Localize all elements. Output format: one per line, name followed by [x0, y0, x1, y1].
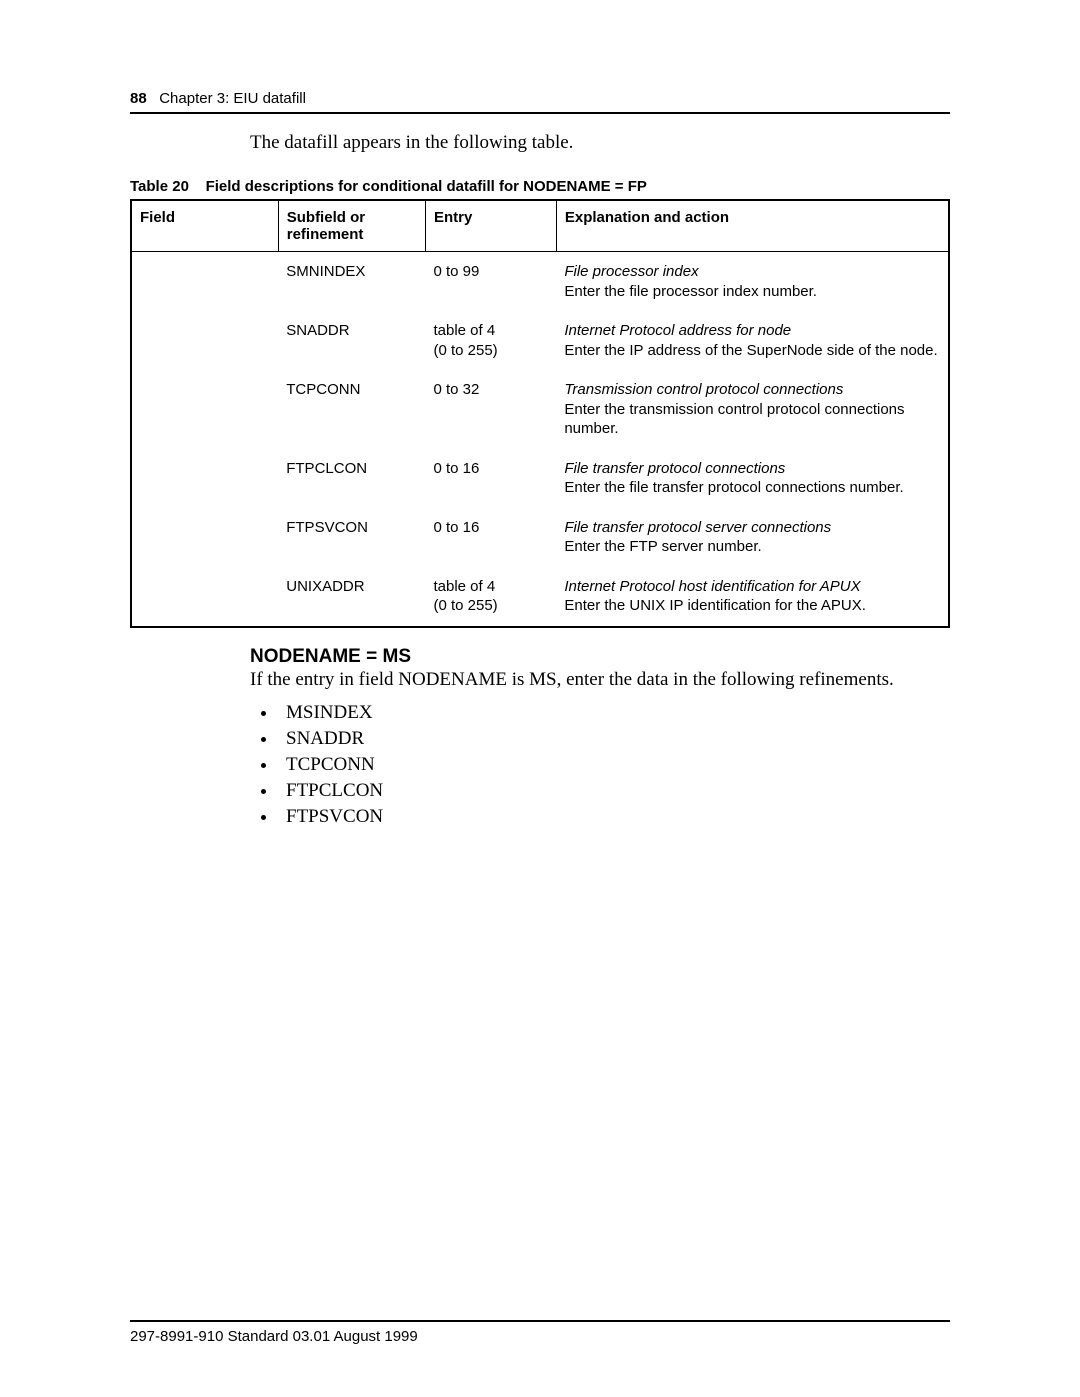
- cell-subfield: UNIXADDR: [278, 567, 425, 627]
- table-row: SNADDR table of 4(0 to 255) Internet Pro…: [131, 311, 949, 370]
- page-container: 88 Chapter 3: EIU datafill The datafill …: [0, 0, 1080, 1397]
- expl-body: Enter the file processor index number.: [564, 283, 817, 300]
- expl-title: Transmission control protocol connection…: [564, 381, 843, 398]
- cell-field: [131, 311, 278, 370]
- cell-explanation: Transmission control protocol connection…: [556, 370, 949, 449]
- cell-subfield: SNADDR: [278, 311, 425, 370]
- intro-paragraph: The datafill appears in the following ta…: [250, 132, 950, 154]
- col-header-field: Field: [131, 200, 278, 252]
- cell-subfield: FTPSVCON: [278, 508, 425, 567]
- table-row: TCPCONN 0 to 32 Transmission control pro…: [131, 370, 949, 449]
- cell-field: [131, 449, 278, 508]
- page-number: 88: [130, 90, 147, 107]
- list-item: MSINDEX: [278, 702, 950, 724]
- cell-entry: 0 to 99: [425, 252, 556, 312]
- col-header-explanation: Explanation and action: [556, 200, 949, 252]
- expl-title: File transfer protocol server connection…: [564, 519, 831, 536]
- cell-entry: table of 4(0 to 255): [425, 311, 556, 370]
- section-heading: NODENAME = MS: [250, 646, 950, 668]
- table-number: Table 20: [130, 178, 189, 195]
- cell-subfield: TCPCONN: [278, 370, 425, 449]
- list-item: FTPSVCON: [278, 806, 950, 828]
- cell-entry: table of 4(0 to 255): [425, 567, 556, 627]
- expl-title: File transfer protocol connections: [564, 460, 785, 477]
- list-item: SNADDR: [278, 728, 950, 750]
- col-header-entry: Entry: [425, 200, 556, 252]
- datafill-table: Field Subfield or refinement Entry Expla…: [130, 199, 950, 628]
- refinements-list: MSINDEX SNADDR TCPCONN FTPCLCON FTPSVCON: [250, 702, 950, 828]
- cell-field: [131, 252, 278, 312]
- expl-title: Internet Protocol host identification fo…: [564, 578, 860, 595]
- cell-explanation: File processor index Enter the file proc…: [556, 252, 949, 312]
- cell-field: [131, 508, 278, 567]
- cell-field: [131, 567, 278, 627]
- cell-explanation: File transfer protocol server connection…: [556, 508, 949, 567]
- expl-body: Enter the UNIX IP identification for the…: [564, 597, 866, 614]
- cell-explanation: Internet Protocol address for node Enter…: [556, 311, 949, 370]
- cell-field: [131, 370, 278, 449]
- page-header: 88 Chapter 3: EIU datafill: [130, 90, 950, 114]
- cell-explanation: Internet Protocol host identification fo…: [556, 567, 949, 627]
- list-item: TCPCONN: [278, 754, 950, 776]
- table-row: FTPCLCON 0 to 16 File transfer protocol …: [131, 449, 949, 508]
- section-body: If the entry in field NODENAME is MS, en…: [250, 668, 950, 693]
- table-row: FTPSVCON 0 to 16 File transfer protocol …: [131, 508, 949, 567]
- chapter-title: Chapter 3: EIU datafill: [159, 90, 306, 107]
- cell-subfield: FTPCLCON: [278, 449, 425, 508]
- table-row: UNIXADDR table of 4(0 to 255) Internet P…: [131, 567, 949, 627]
- table-header-row: Field Subfield or refinement Entry Expla…: [131, 200, 949, 252]
- expl-body: Enter the transmission control protocol …: [564, 401, 904, 438]
- expl-body: Enter the IP address of the SuperNode si…: [564, 342, 937, 359]
- cell-entry: 0 to 16: [425, 449, 556, 508]
- page-footer: 297-8991-910 Standard 03.01 August 1999: [130, 1320, 950, 1345]
- table-title: Field descriptions for conditional dataf…: [206, 178, 647, 195]
- expl-title: Internet Protocol address for node: [564, 322, 791, 339]
- cell-subfield: SMNINDEX: [278, 252, 425, 312]
- cell-explanation: File transfer protocol connections Enter…: [556, 449, 949, 508]
- cell-entry: 0 to 16: [425, 508, 556, 567]
- expl-title: File processor index: [564, 263, 698, 280]
- expl-body: Enter the file transfer protocol connect…: [564, 479, 903, 496]
- list-item: FTPCLCON: [278, 780, 950, 802]
- cell-entry: 0 to 32: [425, 370, 556, 449]
- table-caption: Table 20 Field descriptions for conditio…: [130, 178, 950, 195]
- table-row: SMNINDEX 0 to 99 File processor index En…: [131, 252, 949, 312]
- col-header-subfield: Subfield or refinement: [278, 200, 425, 252]
- expl-body: Enter the FTP server number.: [564, 538, 761, 555]
